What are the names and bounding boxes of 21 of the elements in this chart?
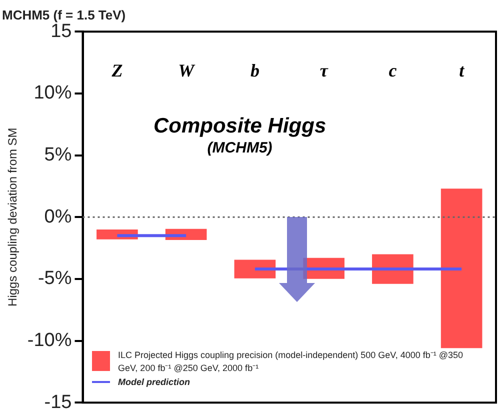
y-tick-label: 0%: [44, 206, 72, 228]
y-tick-label: 5%: [44, 144, 72, 166]
x-tick-label: t: [459, 60, 466, 80]
x-tick-label: τ: [320, 60, 329, 80]
x-tick-label: c: [388, 60, 397, 80]
y-tick-label: -15: [44, 392, 72, 413]
legend-label: ILC Projected Higgs coupling precision (model-independent) 500 GeV, 4000 fb⁻¹ @350 GeV, 200 fb⁻¹ @250 GeV, 2000 fb⁻¹: [118, 349, 464, 374]
y-axis-title: Higgs coupling deviation from SM: [6, 128, 20, 306]
chart-title: MCHM5 (f = 1.5 TeV): [2, 7, 126, 22]
y-tick-label: 10%: [34, 82, 72, 104]
y-tick-label: -5%: [38, 268, 72, 290]
legend-label: Model prediction: [118, 377, 190, 387]
annotation: (MCHM5): [207, 140, 272, 157]
bar: [234, 260, 276, 278]
annotation: Composite Higgs: [153, 114, 326, 138]
x-tick-label: Z: [110, 60, 123, 80]
bar: [440, 188, 482, 348]
y-tick-label: -10%: [27, 330, 72, 351]
bar: [372, 254, 414, 284]
x-tick-label: b: [250, 60, 260, 80]
x-tick-label: W: [178, 60, 196, 80]
